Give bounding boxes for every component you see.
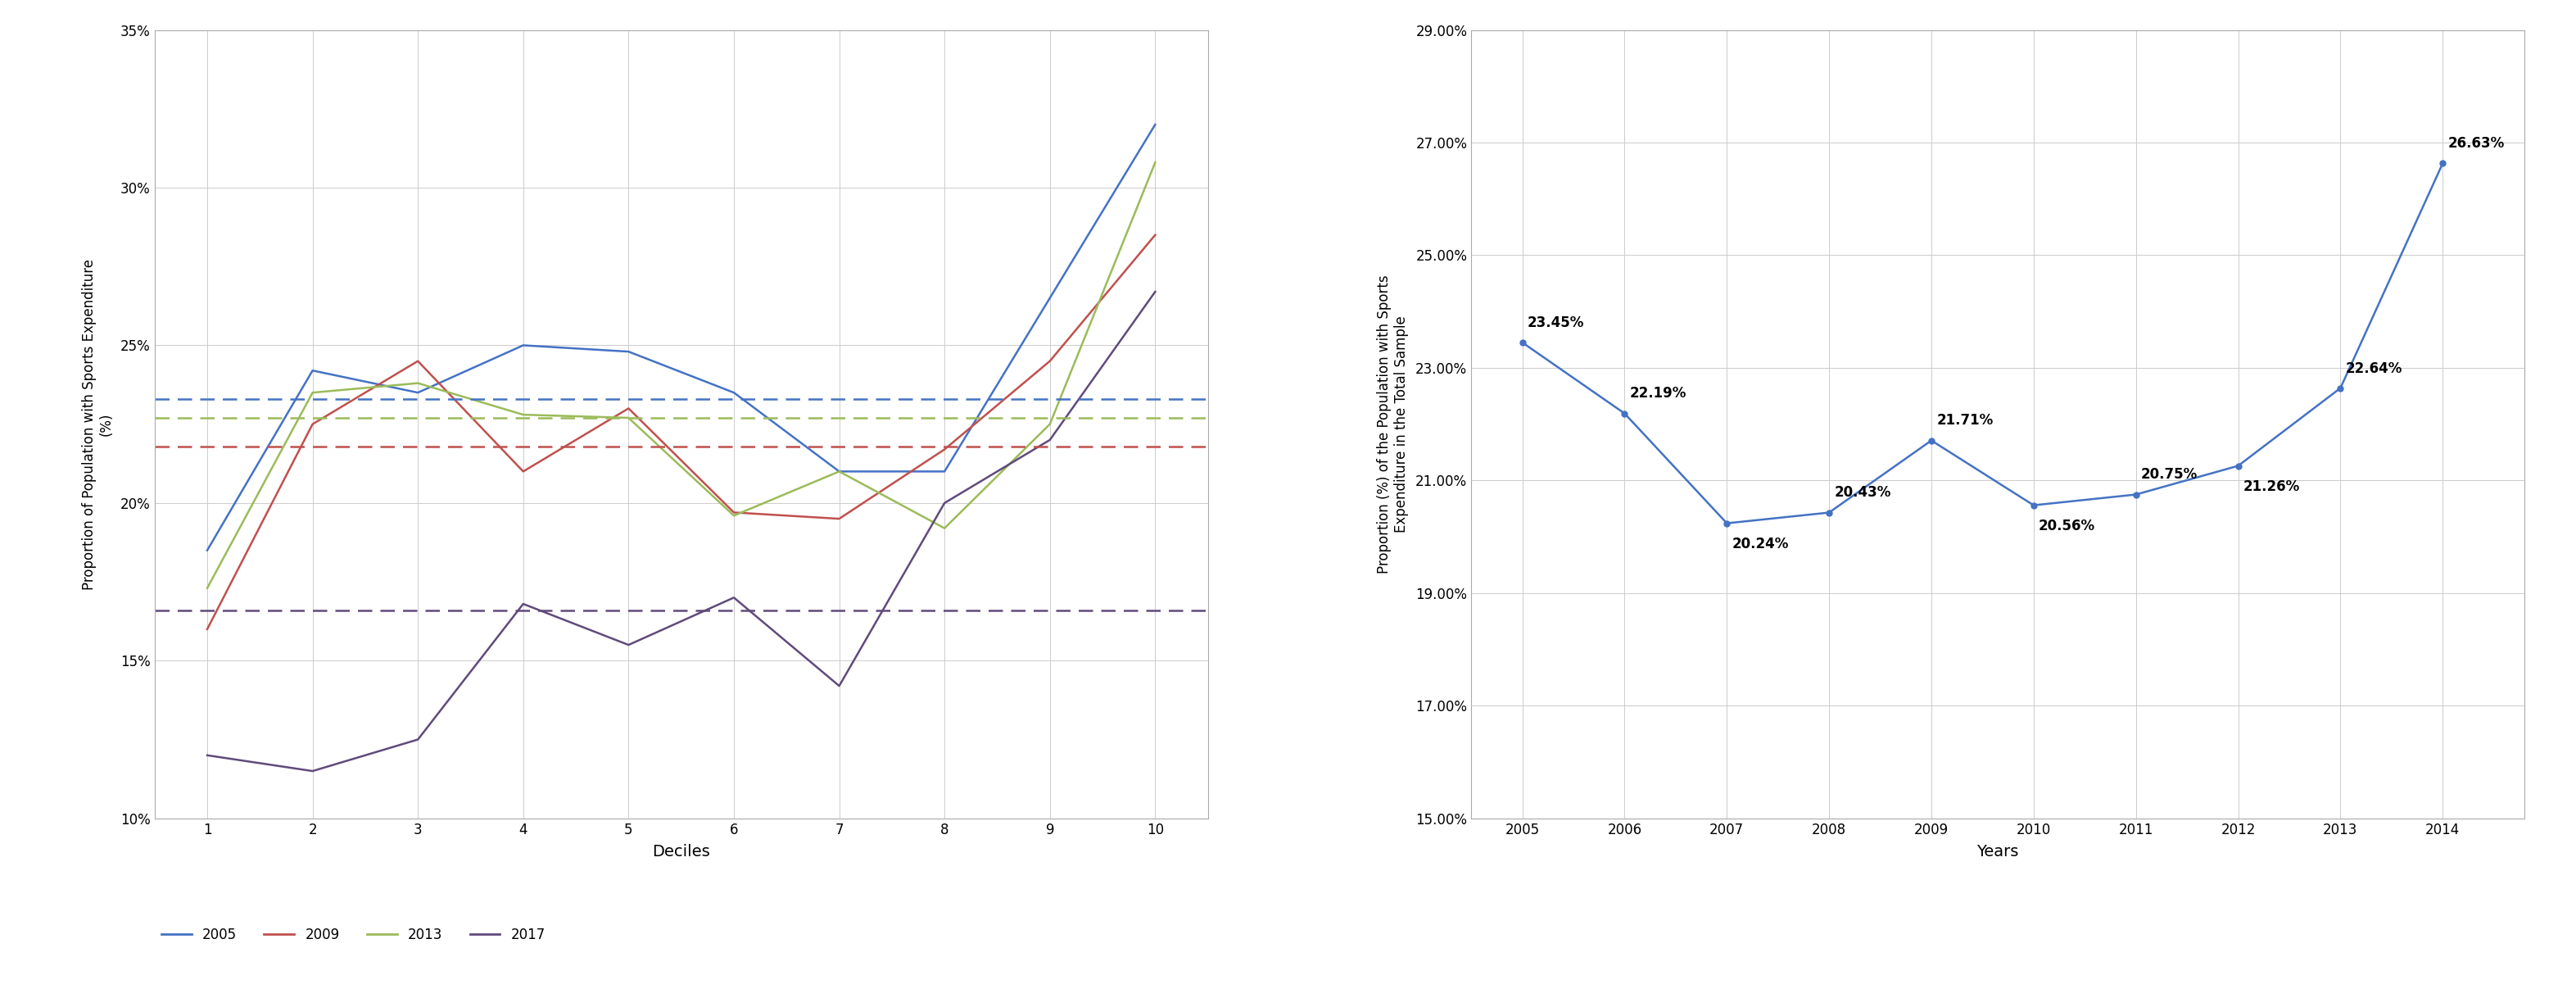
Text: 20.56%: 20.56%: [2038, 519, 2094, 533]
Y-axis label: Proportion of Population with Sports Expenditure
(%): Proportion of Population with Sports Exp…: [82, 258, 113, 590]
Text: 22.19%: 22.19%: [1631, 386, 1687, 401]
Text: 26.63%: 26.63%: [2447, 137, 2504, 151]
Text: 23.45%: 23.45%: [1528, 315, 1584, 330]
Text: 21.26%: 21.26%: [2244, 479, 2300, 494]
Text: 20.43%: 20.43%: [1834, 485, 1891, 500]
Y-axis label: Proportion (%) of the Population with Sports
Expenditure in the Total Sample: Proportion (%) of the Population with Sp…: [1378, 274, 1409, 574]
Text: 20.24%: 20.24%: [1731, 537, 1788, 552]
Text: 22.64%: 22.64%: [2347, 361, 2403, 375]
X-axis label: Deciles: Deciles: [652, 844, 711, 859]
X-axis label: Years: Years: [1976, 844, 2020, 859]
Text: 20.75%: 20.75%: [2141, 467, 2197, 482]
Text: 21.71%: 21.71%: [1937, 413, 1994, 428]
